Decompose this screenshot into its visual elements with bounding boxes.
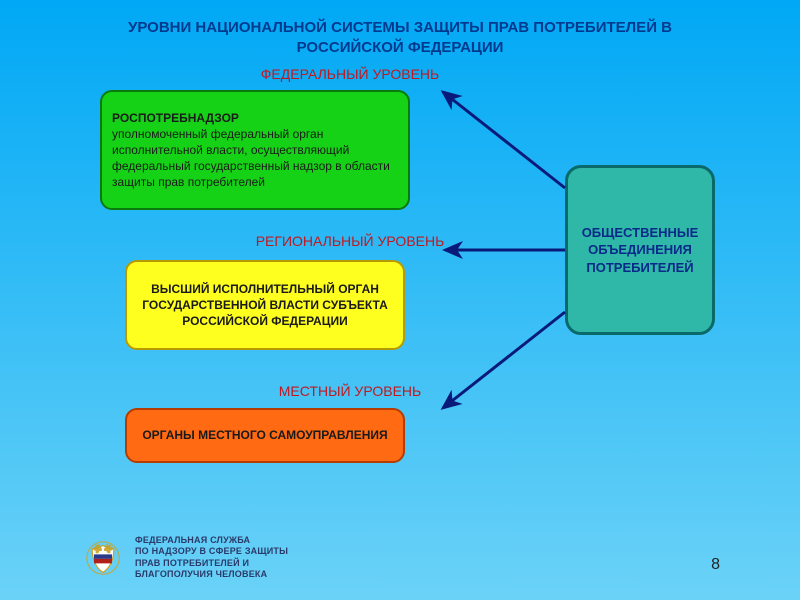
footer-agency-text: ФЕДЕРАЛЬНАЯ СЛУЖБАПО НАДЗОРУ В СФЕРЕ ЗАЩ… xyxy=(135,535,288,580)
page-number: 8 xyxy=(711,556,720,574)
federal-level-label: ФЕДЕРАЛЬНЫЙ УРОВЕНЬ xyxy=(200,66,500,82)
regional-box: ВЫСШИЙ ИСПОЛНИТЕЛЬНЫЙ ОРГАН ГОСУДАРСТВЕН… xyxy=(125,260,405,350)
consumer-associations-box: ОБЩЕСТВЕННЫЕ ОБЪЕДИНЕНИЯ ПОТРЕБИТЕЛЕЙ xyxy=(565,165,715,335)
federal-box-body: уполномоченный федеральный орган исполни… xyxy=(112,126,398,191)
footer: ФЕДЕРАЛЬНАЯ СЛУЖБАПО НАДЗОРУ В СФЕРЕ ЗАЩ… xyxy=(85,535,680,580)
regional-box-body: ВЫСШИЙ ИСПОЛНИТЕЛЬНЫЙ ОРГАН ГОСУДАРСТВЕН… xyxy=(137,281,393,330)
federal-box-title: РОСПОТРЕБНАДЗОР xyxy=(112,110,398,126)
local-box-body: ОРГАНЫ МЕСТНОГО САМОУПРАВЛЕНИЯ xyxy=(137,427,393,443)
local-box: ОРГАНЫ МЕСТНОГО САМОУПРАВЛЕНИЯ xyxy=(125,408,405,463)
page-title: УРОВНИ НАЦИОНАЛЬНОЙ СИСТЕМЫ ЗАЩИТЫ ПРАВ … xyxy=(0,18,800,57)
federal-box: РОСПОТРЕБНАДЗОР уполномоченный федеральн… xyxy=(100,90,410,210)
regional-level-label: РЕГИОНАЛЬНЫЙ УРОВЕНЬ xyxy=(200,233,500,249)
local-level-label: МЕСТНЫЙ УРОВЕНЬ xyxy=(200,383,500,399)
emblem-icon xyxy=(85,540,121,576)
consumer-associations-text: ОБЩЕСТВЕННЫЕ ОБЪЕДИНЕНИЯ ПОТРЕБИТЕЛЕЙ xyxy=(578,224,702,277)
